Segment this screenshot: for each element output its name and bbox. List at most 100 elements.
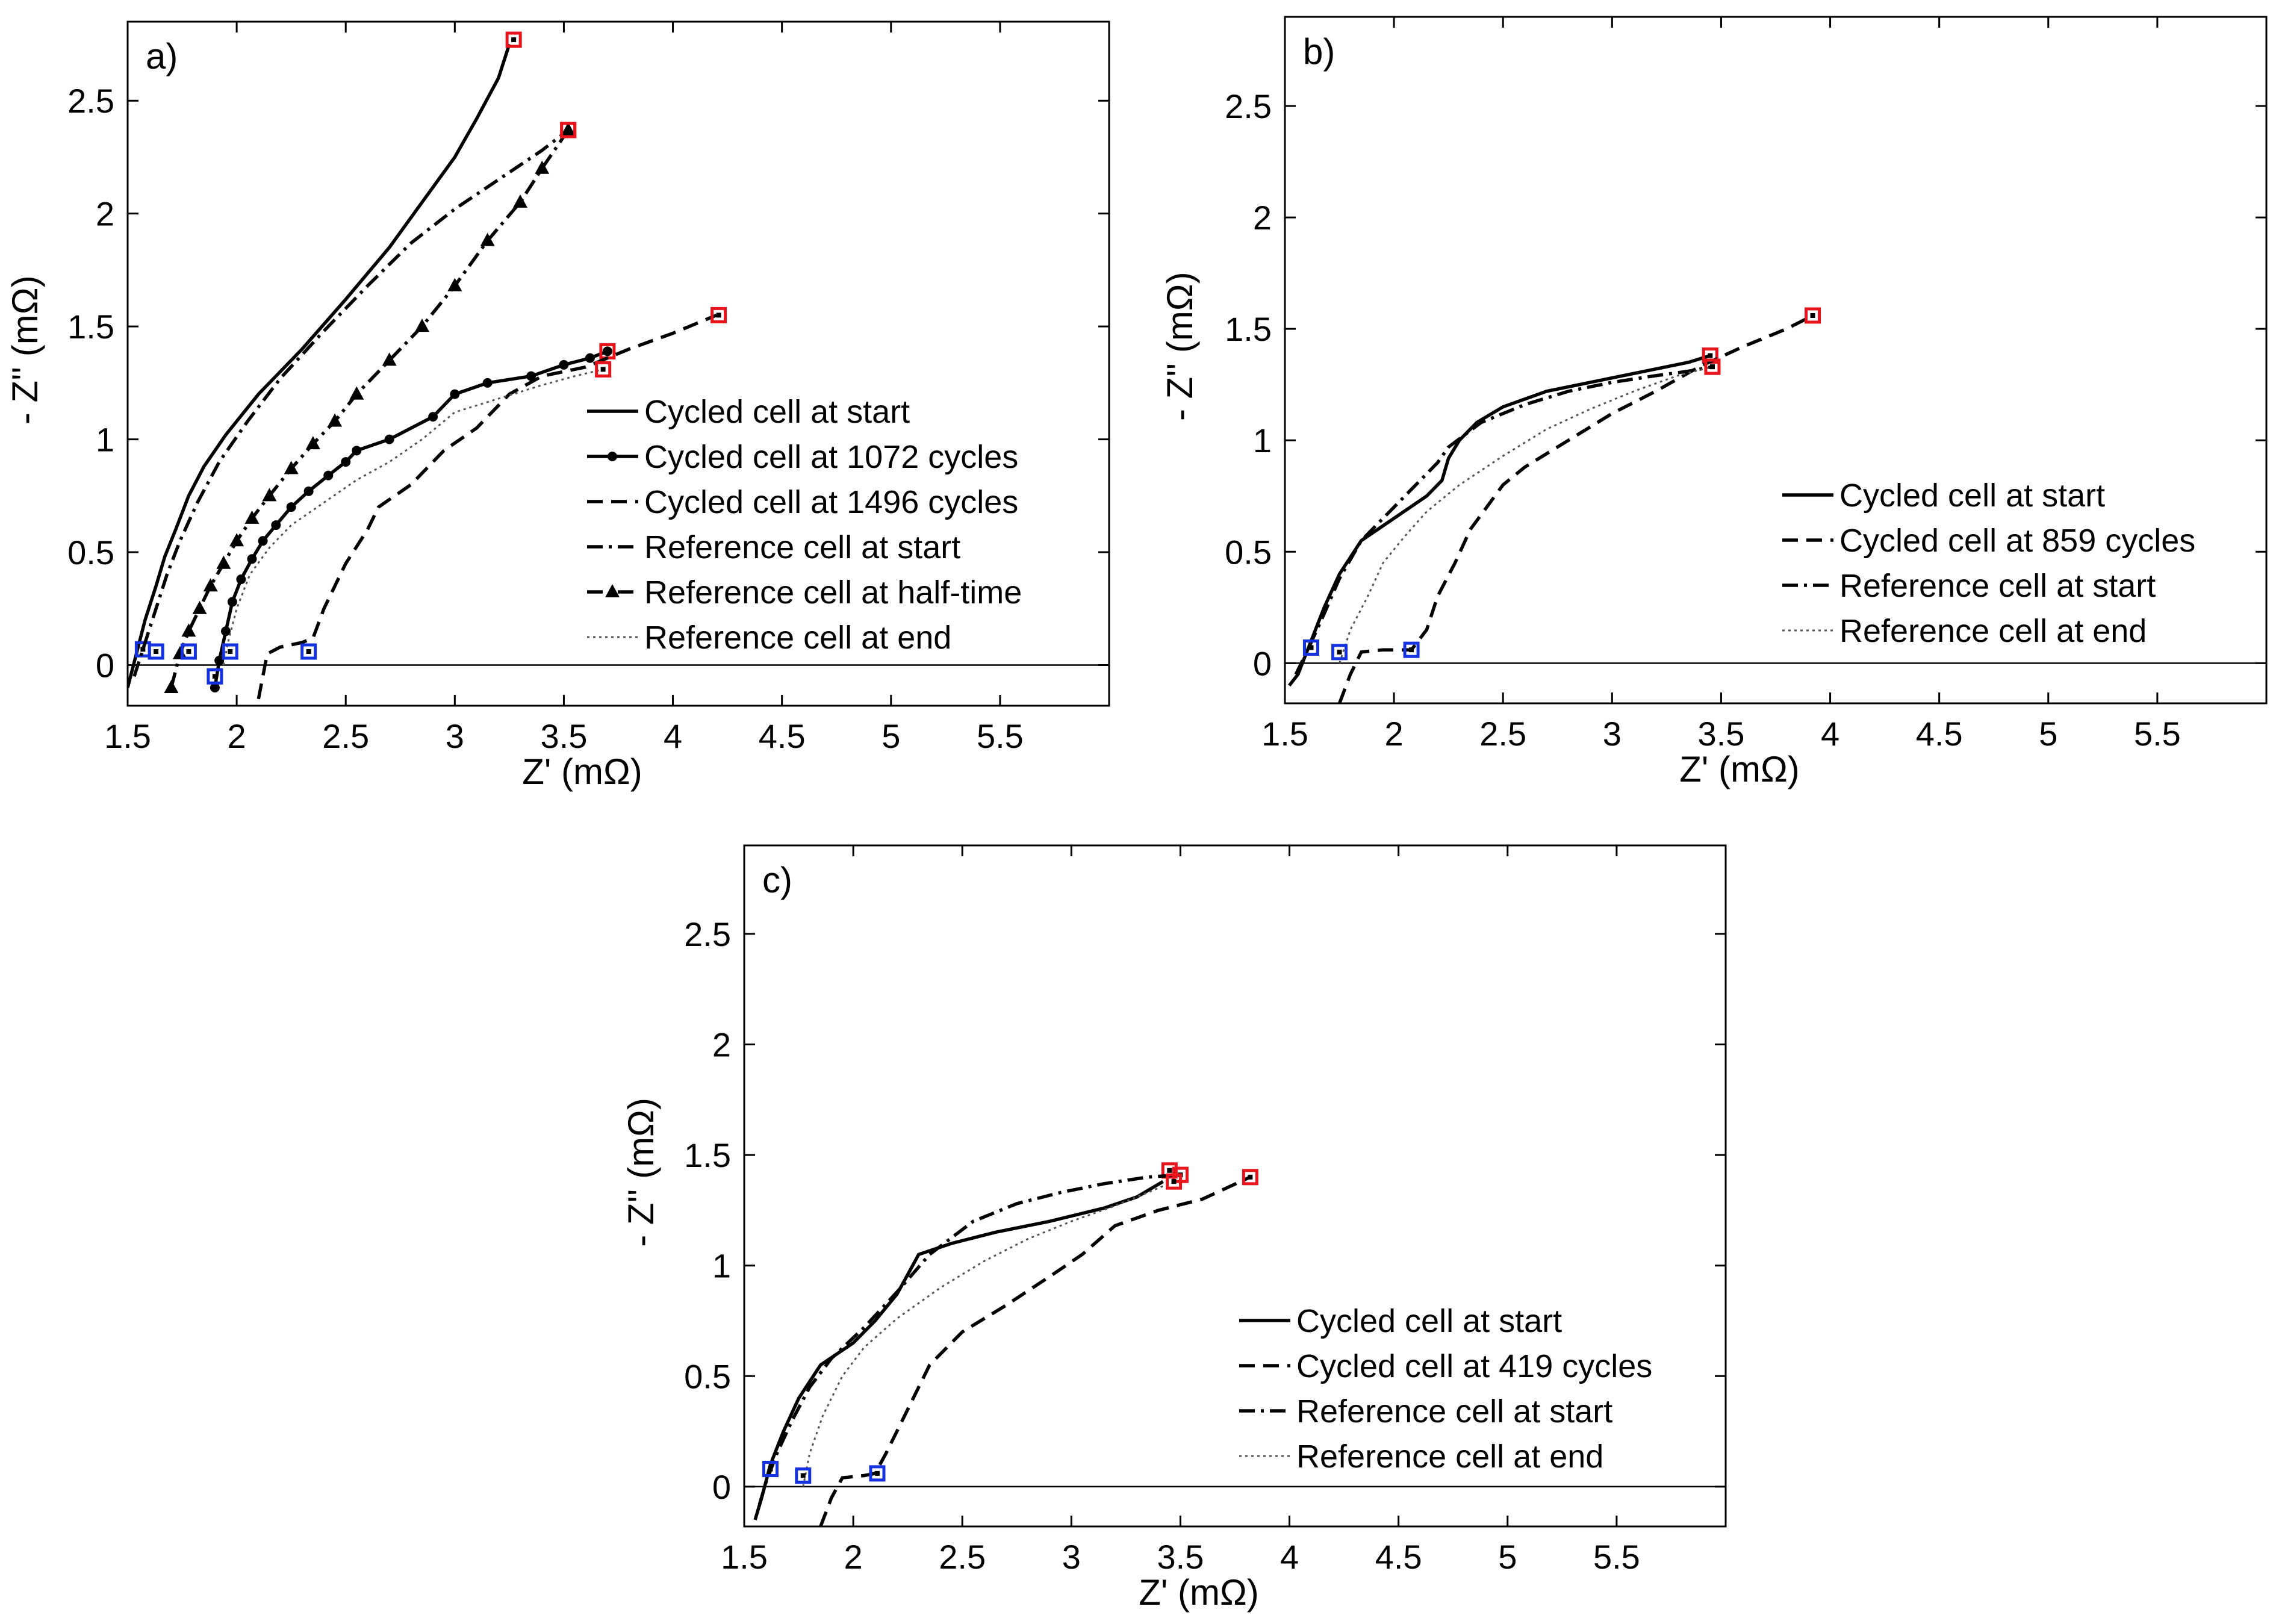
data-point: [415, 319, 429, 332]
legend: Cycled cell at start Cycled cell at 859 c…: [1782, 478, 2195, 649]
x-tick-label: 2.5: [939, 1538, 986, 1576]
legend-entry: Cycled cell at 1072 cycles: [644, 439, 1018, 475]
data-point: [382, 352, 397, 366]
panel-label: b): [1303, 31, 1335, 72]
x-tick-label: 4: [1280, 1538, 1299, 1576]
marker-center: [768, 1466, 773, 1472]
legend-entry: Cycled cell at start: [1839, 478, 2105, 514]
x-tick-label: 5: [2039, 715, 2057, 753]
y-axis-label: - Z'' (mΩ): [621, 1098, 661, 1247]
series-line: [819, 1175, 1251, 1526]
x-tick-label: 4.5: [1375, 1538, 1422, 1576]
series-line: [753, 1180, 1164, 1520]
x-tick-label: 3.5: [1698, 715, 1745, 753]
legend-entry: Reference cell at half-time: [644, 574, 1022, 611]
marker-center: [1810, 313, 1815, 318]
data-point: [286, 502, 296, 512]
data-point: [513, 194, 527, 208]
y-tick-label: 2.5: [1225, 87, 1272, 125]
x-tick-label: 3.5: [1157, 1538, 1204, 1576]
legend-entry: Cycled cell at 419 cycles: [1296, 1348, 1652, 1384]
marker-center: [228, 649, 233, 655]
x-tick-label: 5: [1498, 1538, 1517, 1576]
marker-center: [600, 367, 606, 372]
marker-center: [874, 1470, 880, 1476]
marker-center: [1337, 649, 1342, 655]
series-line: [802, 1180, 1175, 1487]
y-tick-label: 0.5: [1225, 533, 1272, 571]
y-tick-label: 1: [1253, 422, 1272, 459]
series-line: [213, 349, 608, 688]
low-frequency-marker: [1166, 1173, 1183, 1190]
data-point: [221, 626, 231, 636]
legend-entry: Reference cell at end: [1296, 1439, 1603, 1475]
data-point: [229, 533, 244, 547]
data-point: [210, 683, 220, 693]
data-point: [447, 278, 462, 291]
high-frequency-marker: [795, 1467, 812, 1484]
data-point: [323, 470, 334, 481]
x-tick-label: 3: [446, 717, 464, 755]
legend: Cycled cell at start Cycled cell at 419 c…: [1239, 1303, 1652, 1475]
panel-a: 1.5 2 2.5 3 3.5 4 4.5 5 5.5 0 0.5 1 1.5 2 2.5 Z' (mΩ) - …: [5, 20, 1110, 792]
x-tick-label: 5: [882, 717, 900, 755]
marker-center: [605, 349, 610, 354]
data-point: [305, 436, 320, 450]
marker-center: [511, 37, 517, 42]
high-frequency-marker: [1403, 641, 1420, 658]
x-tick-label: 3: [1603, 715, 1622, 753]
data-point: [181, 623, 196, 637]
high-frequency-marker: [222, 643, 238, 660]
marker-center: [306, 649, 311, 655]
data-point: [303, 486, 314, 496]
series-3: [132, 128, 570, 677]
marker-center: [1709, 364, 1715, 370]
data-point: [349, 386, 364, 400]
data-point: [214, 656, 225, 666]
y-tick-label: 2.5: [67, 82, 114, 120]
marker-center: [1409, 647, 1414, 653]
series-1: [819, 1175, 1251, 1526]
series-4: [164, 122, 576, 694]
series-1: [210, 346, 612, 693]
data-point: [535, 160, 550, 174]
data-point: [227, 597, 237, 607]
x-tick-label: 2.5: [1479, 715, 1526, 753]
y-axis-label: - Z'' (mΩ): [1160, 272, 1200, 421]
data-point: [262, 488, 277, 502]
panel-label: c): [762, 860, 792, 900]
series-1: [1338, 314, 1814, 703]
data-point: [384, 434, 394, 444]
data-point: [216, 555, 231, 569]
legend-entry: Reference cell at start: [1296, 1393, 1612, 1430]
data-point: [284, 461, 299, 474]
data-point: [585, 353, 595, 363]
high-frequency-marker: [207, 668, 223, 685]
panel-c: 1.5 2 2.5 3 3.5 4 4.5 5 5.5 0 0.5 1 1.5 2 2.5 Z' (mΩ) - …: [621, 844, 1727, 1613]
marker-center: [565, 127, 571, 132]
panel-label: a): [146, 36, 178, 76]
low-frequency-marker: [595, 361, 612, 378]
high-frequency-marker: [869, 1465, 886, 1482]
x-tick-label: 2: [1385, 715, 1404, 753]
data-point: [172, 646, 187, 659]
data-point: [428, 412, 438, 422]
data-point: [328, 413, 343, 427]
series-2: [757, 1173, 1181, 1505]
data-point: [352, 446, 362, 456]
y-tick-label: 1.5: [1225, 310, 1272, 348]
data-point: [559, 359, 569, 370]
legend: Cycled cell at start Cycled cell at 1072 …: [587, 394, 1022, 656]
x-axis-label: Z' (mΩ): [1679, 749, 1800, 789]
x-tick-label: 1.5: [104, 717, 151, 755]
marker-center: [1171, 1179, 1177, 1184]
plot-frame: [1284, 16, 2268, 705]
low-frequency-marker: [505, 31, 522, 48]
high-frequency-marker: [148, 643, 164, 660]
y-tick-label: 0.5: [684, 1357, 731, 1395]
x-tick-label: 4: [1821, 715, 1839, 753]
x-tick-label: 2: [228, 717, 246, 755]
legend-entry: Reference cell at end: [1839, 613, 2147, 649]
high-frequency-marker: [762, 1461, 779, 1478]
